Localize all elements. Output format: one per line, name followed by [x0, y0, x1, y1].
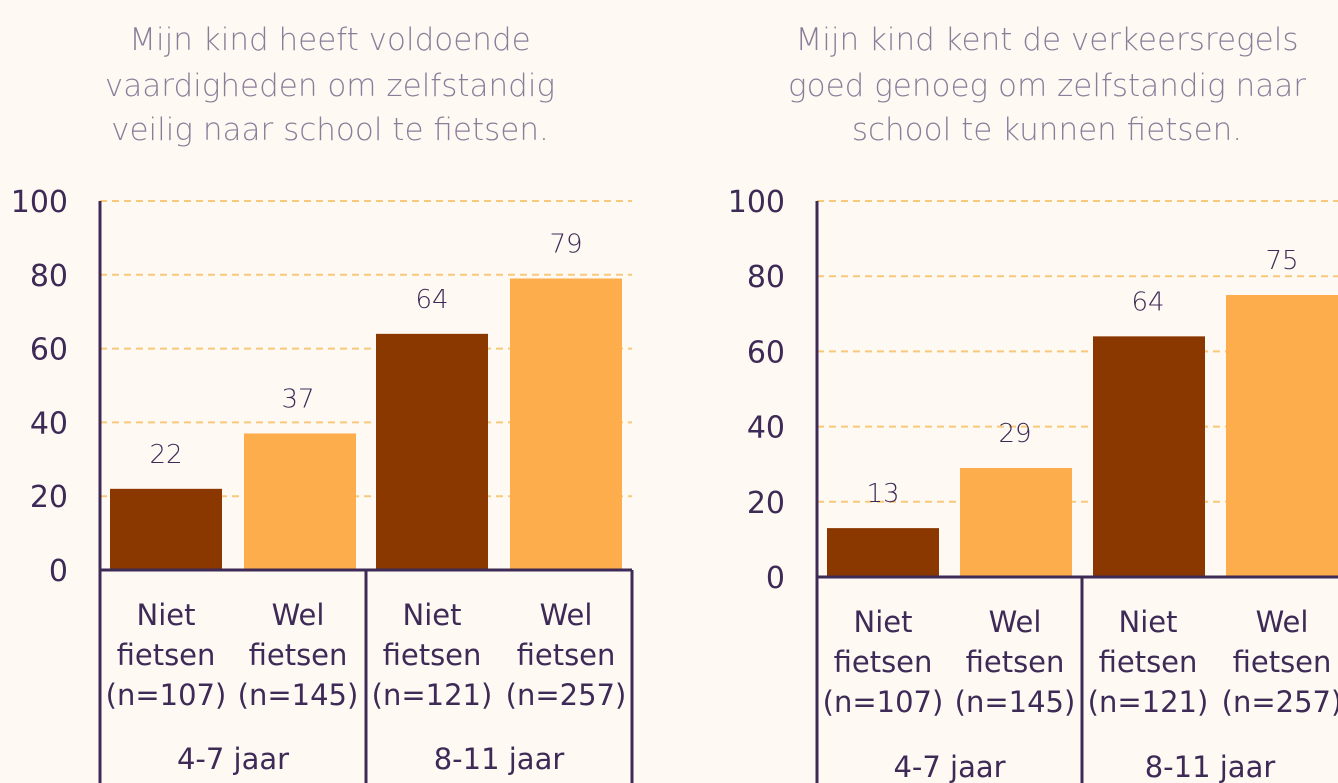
y-tick-label: 20	[747, 486, 785, 521]
x-category-label: fietsen	[966, 645, 1065, 679]
bar-value-label: 75	[1265, 246, 1298, 276]
bar-value-label: 37	[281, 384, 314, 414]
x-category-label: Niet	[403, 598, 462, 632]
bar-niet-fietsen	[110, 488, 222, 570]
x-category-label: (n=257)	[1222, 685, 1338, 719]
chart-title-line: vaardigheden om zelfstandig	[105, 68, 555, 104]
bar-niet-fietsen	[376, 333, 488, 570]
bar-value-label: 64	[1131, 287, 1164, 317]
y-tick-label: 0	[766, 561, 785, 596]
x-category-label: (n=107)	[823, 685, 944, 719]
x-category-label: Niet	[854, 605, 913, 639]
x-group-label: 4-7 jaar	[893, 750, 1005, 783]
bar-niet-fietsen	[1093, 336, 1205, 577]
x-category-label: (n=107)	[106, 678, 227, 712]
bar-wel-fietsen	[960, 467, 1072, 577]
x-group-label: 4-7 jaar	[177, 742, 289, 776]
bar-value-label: 22	[149, 440, 182, 470]
chart-right: Mijn kind kent de verkeersregels goed gen…	[728, 22, 1338, 783]
x-category-label: fietsen	[1099, 645, 1198, 679]
y-tick-label: 60	[747, 335, 785, 370]
bar-value-label: 29	[998, 419, 1031, 449]
x-category-label: fietsen	[117, 638, 216, 672]
bar-value-label: 79	[549, 229, 582, 259]
x-category-label: Niet	[1119, 605, 1178, 639]
y-tick-label: 100	[728, 185, 785, 220]
y-tick-label: 0	[49, 554, 68, 589]
chart-title-line: school te kunnen fietsen.	[852, 112, 1242, 148]
bar-value-label: 13	[866, 479, 899, 509]
x-category-label: (n=257)	[506, 678, 627, 712]
x-group-label: 8-11 jaar	[1145, 750, 1276, 783]
x-category-label: Wel	[1256, 605, 1309, 639]
y-tick-label: 60	[30, 333, 68, 368]
x-category-label: (n=145)	[238, 678, 359, 712]
x-category-label: fietsen	[383, 638, 482, 672]
x-category-label: Wel	[540, 598, 593, 632]
bar-wel-fietsen	[244, 433, 356, 570]
x-category-label: fietsen	[834, 645, 933, 679]
x-category-label: Wel	[272, 598, 325, 632]
chart-left: Mijn kind heeft voldoende vaardigheden om…	[11, 22, 634, 783]
y-tick-label: 40	[747, 411, 785, 446]
x-category-label: Wel	[989, 605, 1042, 639]
chart-title-line: veilig naar school te fietsen.	[111, 112, 549, 148]
y-tick-label: 40	[30, 406, 68, 441]
x-category-label: fietsen	[249, 638, 348, 672]
y-tick-label: 80	[747, 260, 785, 295]
bar-wel-fietsen	[1226, 295, 1338, 577]
x-category-label: (n=121)	[1088, 685, 1209, 719]
chart-title-line: Mijn kind kent de verkeersregels	[795, 22, 1298, 58]
chart-title-line: goed genoeg om zelfstandig naar	[788, 68, 1306, 104]
x-group-label: 8-11 jaar	[434, 742, 565, 776]
bar-value-label: 64	[415, 285, 448, 315]
y-tick-label: 100	[11, 185, 68, 220]
bar-wel-fietsen	[510, 278, 622, 570]
x-category-label: (n=145)	[955, 685, 1076, 719]
y-tick-label: 20	[30, 480, 68, 515]
x-category-label: (n=121)	[372, 678, 493, 712]
bar-niet-fietsen	[827, 528, 939, 577]
chart-title-line: Mijn kind heeft voldoende	[129, 22, 530, 58]
x-category-label: Niet	[137, 598, 196, 632]
x-category-label: fietsen	[517, 638, 616, 672]
x-category-label: fietsen	[1233, 645, 1332, 679]
y-tick-label: 80	[30, 259, 68, 294]
